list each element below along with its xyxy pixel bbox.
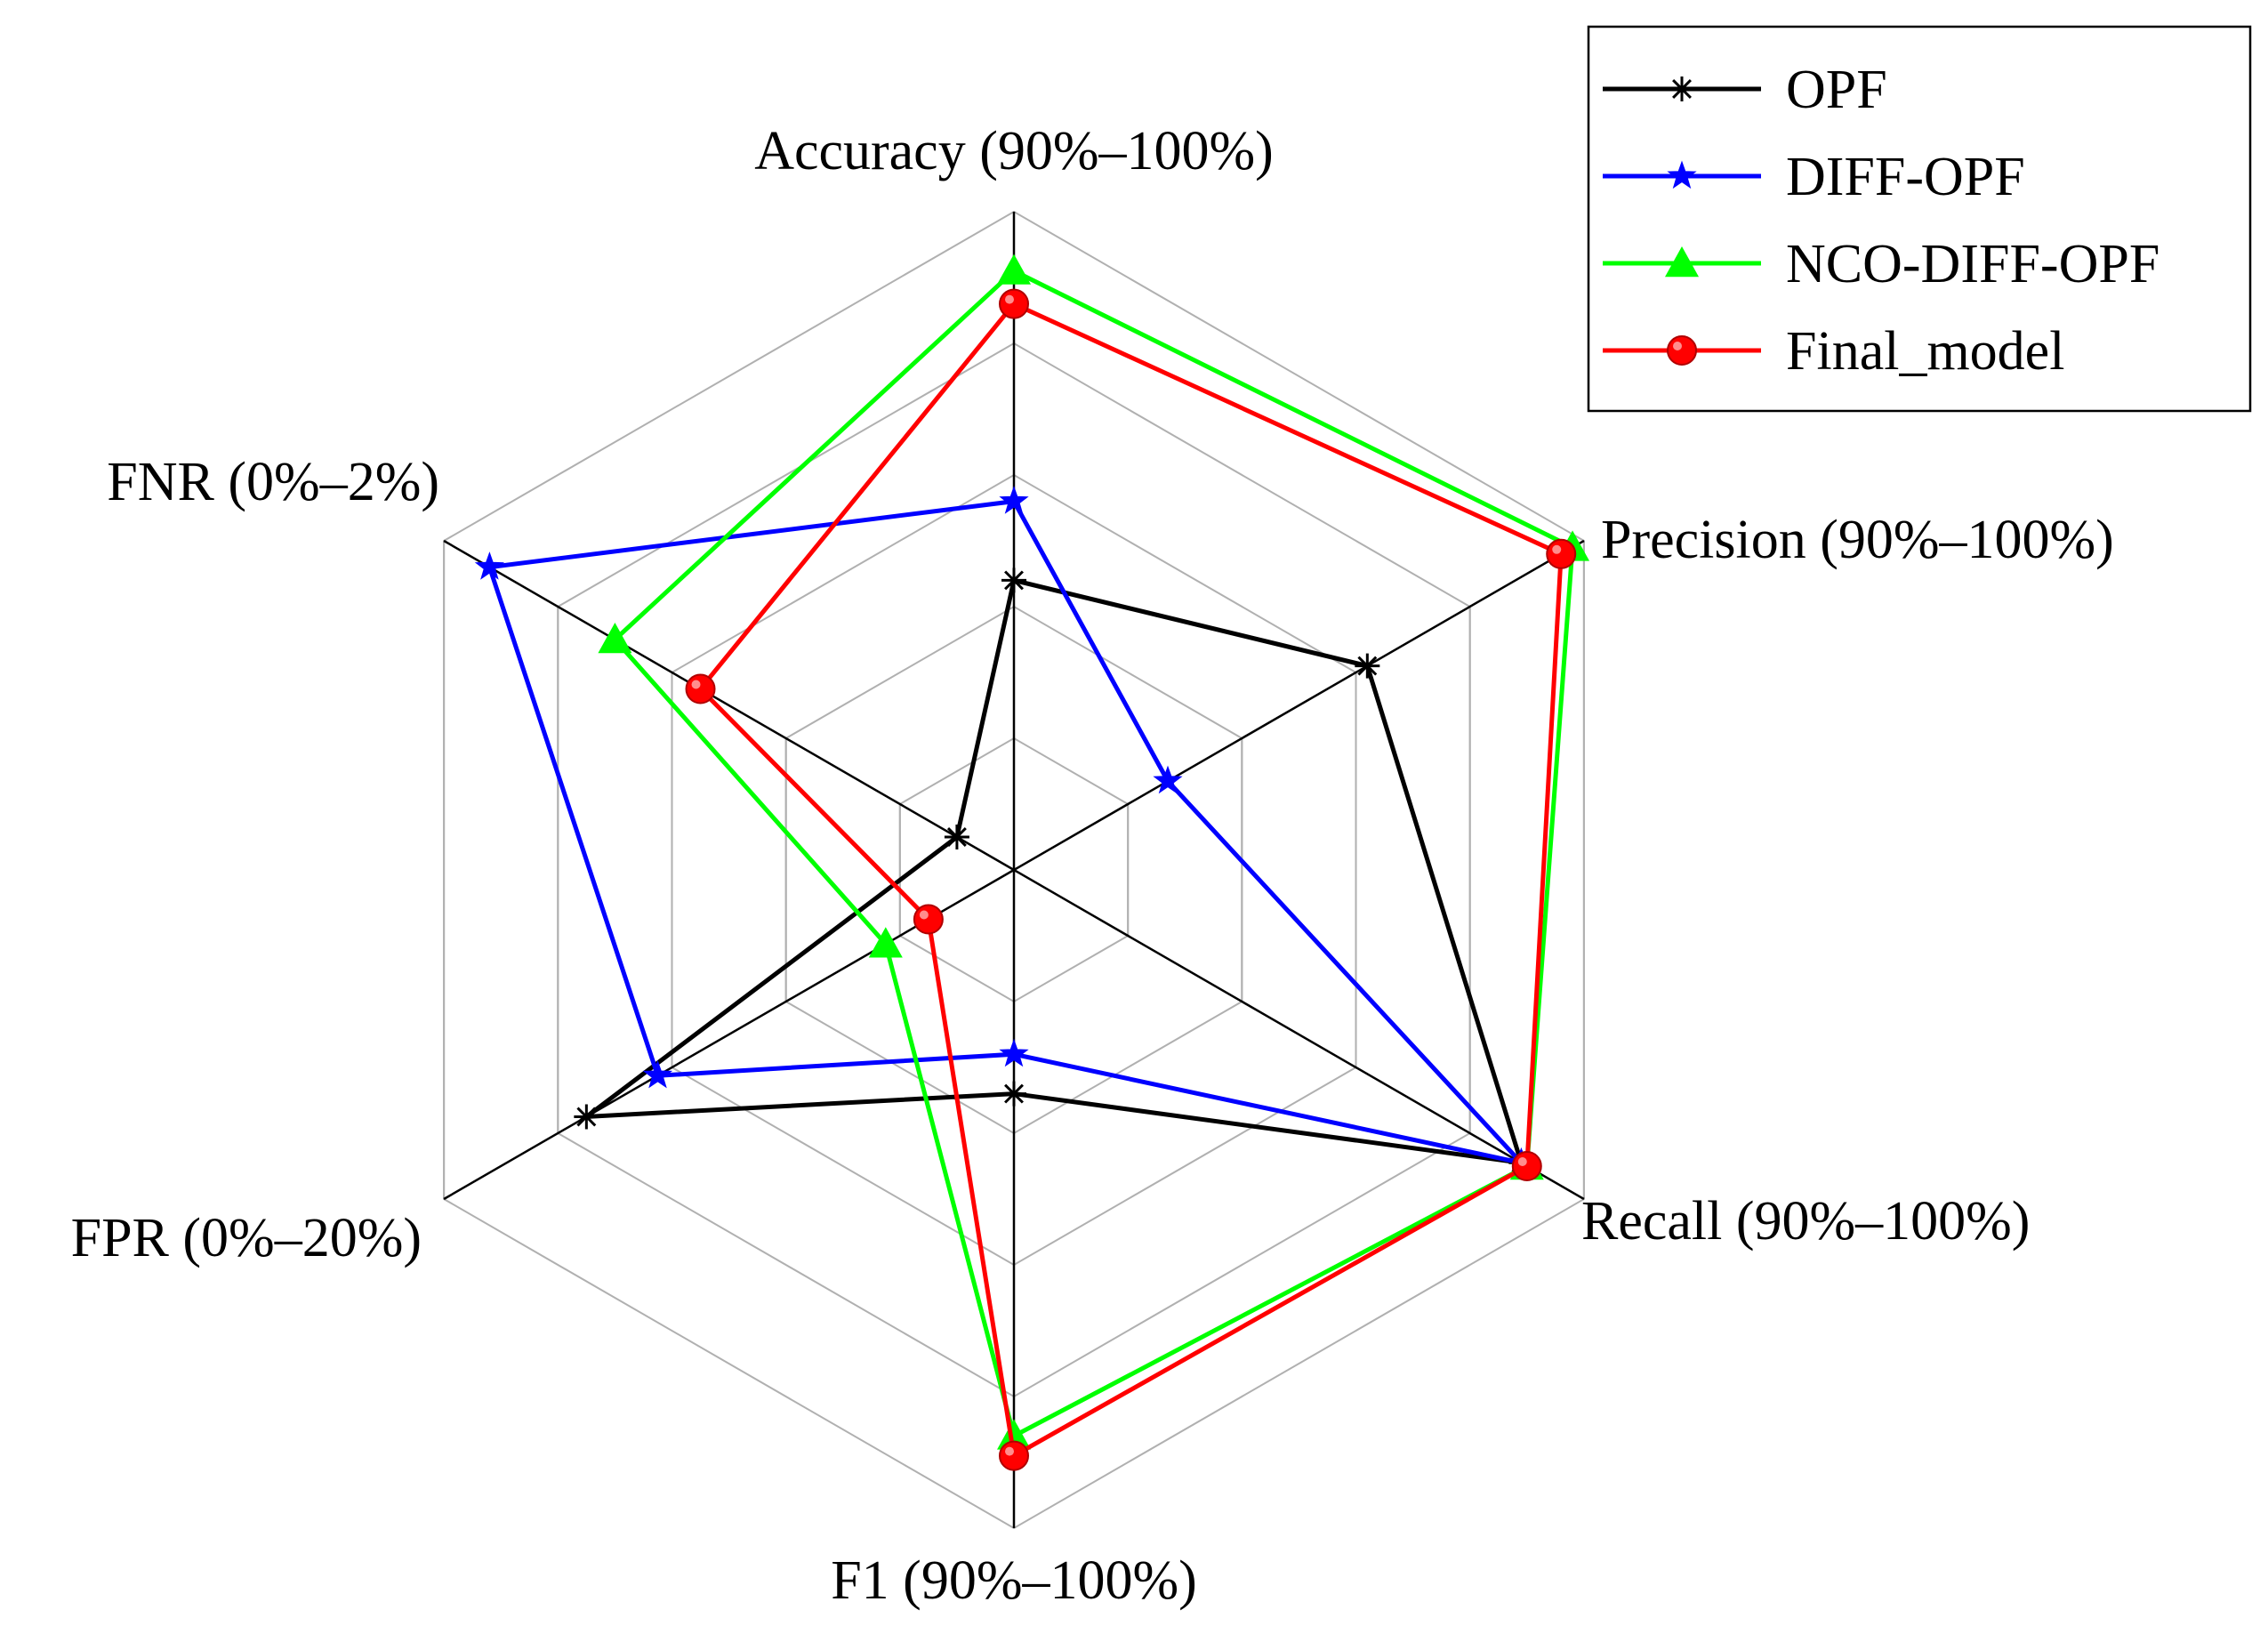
data-point-final-model-f1 — [999, 1440, 1029, 1471]
legend-marker-final-model — [1667, 335, 1697, 366]
legend-marker-diff-opf — [1667, 160, 1697, 189]
axis-label-recall: Recall (90%–100%) — [1581, 1191, 2030, 1252]
series-opf — [574, 567, 1534, 1176]
series-final-model — [685, 288, 1577, 1471]
axis-labels: Accuracy (90%–100%) Precision (90%–100%) R… — [71, 121, 2114, 1611]
data-point-diff-opf-fpr — [642, 1059, 673, 1089]
data-point-opf-accuracy — [1001, 567, 1026, 593]
legend-label-nco-diff-opf: NCO-DIFF-OPF — [1786, 234, 2159, 294]
axis-label-accuracy: Accuracy (90%–100%) — [754, 121, 1274, 181]
data-point-final-model-accuracy — [999, 288, 1029, 319]
data-point-opf-precision — [1355, 653, 1380, 679]
series-diff-opf — [474, 486, 1537, 1176]
data-point-nco-diff-opf-fpr — [868, 927, 903, 958]
radar-series — [474, 254, 1590, 1471]
legend-marker-nco-diff-opf — [1665, 246, 1699, 278]
axis-label-precision: Precision (90%–100%) — [1601, 510, 2114, 570]
chart-legend: OPF DIFF-OPF NCO-DIFF-OPF Final_model — [1587, 25, 2252, 413]
data-point-final-model-recall — [1511, 1151, 1542, 1181]
data-point-diff-opf-fnr — [474, 551, 505, 580]
legend-item-diff-opf: DIFF-OPF — [1603, 147, 2025, 207]
axis-spoke-recall — [1013, 868, 1585, 1201]
axis-label-fnr: FNR (0%–2%) — [107, 452, 439, 512]
data-point-opf-fnr — [944, 825, 969, 849]
data-point-final-model-fnr — [685, 673, 716, 704]
series-nco-diff-opf — [598, 254, 1590, 1450]
data-point-nco-diff-opf-accuracy — [997, 254, 1031, 285]
data-point-diff-opf-precision — [1153, 765, 1183, 794]
data-point-nco-diff-opf-fnr — [598, 623, 632, 654]
legend-item-nco-diff-opf: NCO-DIFF-OPF — [1603, 234, 2159, 294]
legend-marker-opf — [1669, 76, 1694, 101]
data-point-opf-f1 — [1001, 1081, 1026, 1107]
data-point-nco-diff-opf-f1 — [997, 1419, 1031, 1450]
legend-label-final-model: Final_model — [1786, 321, 2064, 382]
series-line-nco-diff-opf — [611, 268, 1575, 1440]
legend-label-opf: OPF — [1786, 60, 1887, 120]
legend-item-final-model: Final_model — [1603, 321, 2064, 382]
data-point-final-model-fpr — [913, 904, 944, 935]
legend-item-opf: OPF — [1603, 60, 1887, 120]
series-line-opf — [579, 577, 1524, 1166]
axis-label-fpr: FPR (0%–20%) — [71, 1208, 422, 1268]
axis-spoke-fnr — [443, 539, 1015, 872]
radar-axes — [443, 212, 1585, 1528]
axis-spoke-precision — [1013, 539, 1585, 872]
legend-label-diff-opf: DIFF-OPF — [1786, 147, 2025, 207]
series-line-diff-opf — [487, 498, 1528, 1167]
data-point-diff-opf-accuracy — [999, 486, 1029, 514]
data-point-final-model-precision — [1546, 538, 1577, 569]
data-point-diff-opf-f1 — [999, 1038, 1029, 1067]
axis-label-f1: F1 (90%–100%) — [831, 1550, 1197, 1611]
data-point-opf-fpr — [574, 1104, 599, 1130]
